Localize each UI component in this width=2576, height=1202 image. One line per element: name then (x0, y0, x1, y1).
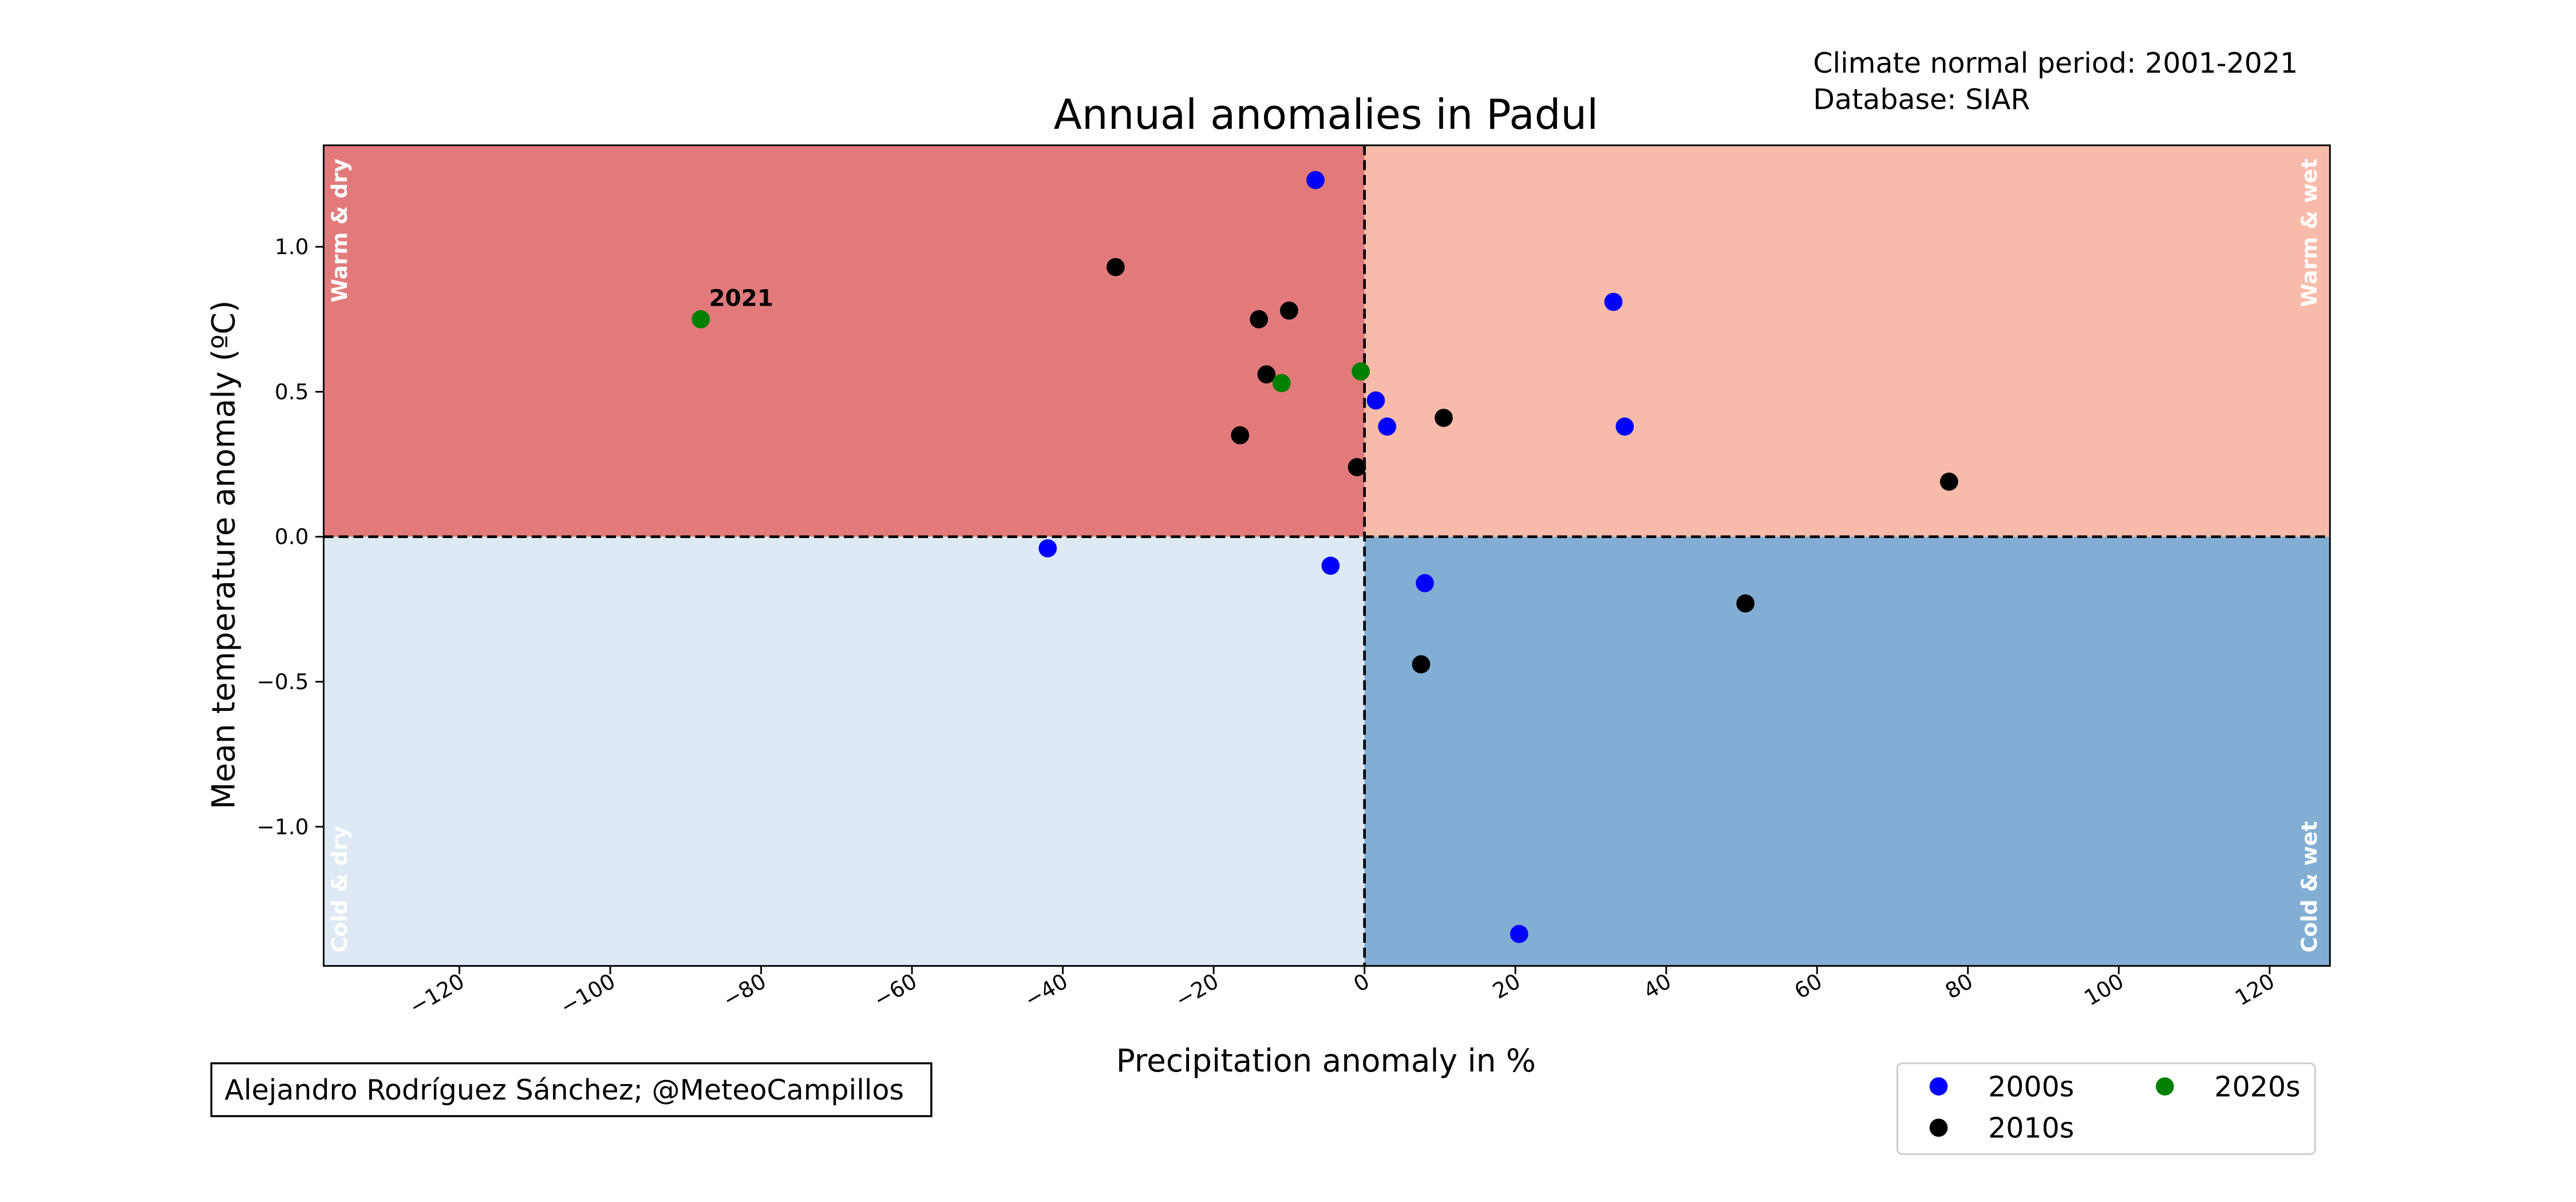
x-tick-label: 0 (1349, 968, 1374, 997)
x-tick-label: 60 (1790, 968, 1826, 1004)
point-labels: 2021 (709, 285, 773, 312)
x-axis-ticks: −120 −100 −80 −60 −40 −20 0 20 40 60 80 100 120 (405, 966, 2279, 1020)
x-tick-label: 100 (2080, 968, 2128, 1011)
x-tick-label: 40 (1639, 968, 1675, 1004)
quadrant-3 (1364, 536, 2330, 966)
point-2020s (1272, 374, 1291, 393)
credit-text: Alejandro Rodríguez Sánchez; @MeteoCampi… (224, 1073, 904, 1106)
quadrant-label-cold-wet: Cold & wet (2297, 821, 2322, 953)
legend-label-2020s: 2020s (2214, 1070, 2300, 1103)
point-2010s (1412, 655, 1431, 674)
legend-label-2000s: 2000s (1988, 1070, 2074, 1103)
point-2020s (692, 310, 710, 329)
database-note: Database: SIAR (1813, 82, 2030, 116)
credit-box: Alejandro Rodríguez Sánchez; @MeteoCampi… (210, 1062, 933, 1117)
quadrant-0 (323, 145, 1365, 537)
point-2020s (1352, 362, 1370, 381)
point-2010s (1231, 426, 1250, 445)
point-2000s (1321, 556, 1340, 575)
quadrant-label-cold-dry: Cold & dry (327, 826, 352, 953)
quadrant-2 (323, 536, 1365, 966)
quadrant-backgrounds (323, 145, 2330, 966)
data-points (692, 171, 1958, 943)
point-2010s (1257, 365, 1276, 383)
plot-frame (322, 144, 2331, 967)
point-2000s (1604, 292, 1623, 311)
chart-title: Annual anomalies in Padul (1054, 91, 1599, 139)
climate-period-note: Climate normal period: 2001-2021 (1813, 46, 2298, 80)
y-tick-label: 1.0 (275, 234, 309, 259)
point-2000s (1366, 391, 1385, 410)
x-tick-label: 120 (2231, 968, 2279, 1011)
point-2000s (1038, 539, 1057, 557)
x-tick-label: −40 (1020, 968, 1072, 1013)
quadrant-label-warm-dry: Warm & dry (327, 159, 352, 303)
y-tick-label: 0.5 (275, 379, 309, 404)
y-tick-label: −1.0 (256, 814, 309, 839)
legend-marker-2000s (1929, 1077, 1948, 1096)
x-tick-label: 20 (1488, 968, 1524, 1004)
y-tick-label: 0.0 (275, 524, 309, 549)
point-2000s (1615, 417, 1634, 436)
point-2000s (1378, 417, 1397, 436)
point-label-2021: 2021 (709, 285, 773, 312)
quadrant-labels: Warm & dry Warm & wet Cold & dry Cold & wet (327, 159, 2322, 953)
legend: 2000s 2010s 2020s (1896, 1062, 2316, 1155)
x-tick-label: −80 (718, 968, 771, 1013)
point-2000s (1416, 574, 1434, 592)
y-axis-label: Mean temperature anomaly (ºC) (206, 300, 242, 809)
x-tick-label: −20 (1171, 968, 1223, 1013)
point-2010s (1106, 258, 1125, 276)
legend-label-2010s: 2010s (1988, 1112, 2074, 1145)
x-tick-label: −120 (405, 968, 468, 1020)
y-axis-ticks: −1.0 −0.5 0.0 0.5 1.0 (256, 234, 324, 839)
x-tick-label: 80 (1941, 968, 1977, 1004)
point-2000s (1306, 171, 1325, 189)
point-2010s (1939, 472, 1958, 491)
point-2000s (1510, 924, 1528, 943)
point-2010s (1280, 301, 1298, 320)
quadrant-1 (1364, 145, 2330, 537)
legend-frame (1896, 1062, 2316, 1155)
legend-marker-2020s (2155, 1077, 2174, 1096)
reference-lines (323, 145, 2330, 966)
point-2010s (1250, 310, 1269, 329)
x-tick-label: −100 (556, 968, 619, 1020)
x-tick-label: −60 (870, 968, 922, 1013)
quadrant-label-warm-wet: Warm & wet (2297, 159, 2322, 307)
point-2010s (1435, 409, 1453, 427)
point-2010s (1348, 458, 1366, 477)
x-axis-label: Precipitation anomaly in % (1116, 1042, 1536, 1079)
y-tick-label: −0.5 (256, 669, 309, 694)
point-2010s (1736, 594, 1755, 613)
legend-marker-2010s (1929, 1118, 1948, 1137)
